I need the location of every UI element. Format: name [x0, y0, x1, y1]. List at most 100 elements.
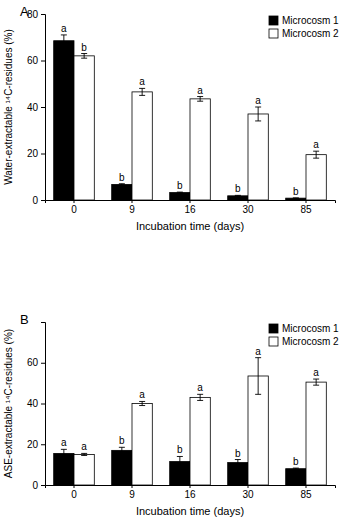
- error-bar: [119, 184, 125, 185]
- significance-letter: b: [119, 172, 125, 183]
- y-axis-title: Water-extractable ¹⁴C-residues (%): [3, 29, 14, 185]
- figure: abbbbbaaaa02040608009163085Incubation ti…: [0, 0, 341, 520]
- x-tick-mark: [74, 200, 75, 203]
- bar: [132, 92, 152, 200]
- bar: [190, 99, 210, 200]
- error-bar: [61, 449, 67, 457]
- error-bar: [293, 197, 299, 198]
- y-tick: 60: [27, 55, 45, 66]
- y-tick: 40: [27, 398, 45, 409]
- y-tick-label: 60: [27, 357, 39, 368]
- x-tick-mark: [132, 485, 133, 488]
- bar: [74, 454, 94, 485]
- bar: [190, 397, 210, 485]
- y-tick-label: 40: [27, 102, 39, 113]
- x-tick-mark: [306, 200, 307, 203]
- x-axis-title: Incubation time (days): [136, 505, 244, 517]
- x-axis-line: [46, 486, 336, 489]
- error-bars: [81, 54, 319, 159]
- significance-letter: a: [61, 437, 67, 448]
- error-bar: [119, 447, 125, 453]
- bar: [170, 193, 190, 200]
- y-axis-line: [41, 323, 46, 486]
- y-tick: 40: [27, 102, 45, 113]
- significance-letter: a: [313, 139, 319, 150]
- significance-letter: b: [177, 444, 183, 455]
- significance-letter: a: [255, 95, 261, 106]
- significance-letter: a: [197, 382, 203, 393]
- y-tick-mark: [41, 61, 45, 62]
- x-tick: 9: [129, 485, 135, 500]
- x-tick: 9: [129, 200, 135, 215]
- plot-area: [54, 358, 327, 485]
- y-axis-line: [41, 15, 46, 201]
- bar: [54, 453, 74, 485]
- panel-title: B: [20, 312, 29, 327]
- x-tick-label: 30: [242, 489, 254, 500]
- x-tick: 0: [71, 485, 77, 500]
- bar: [112, 184, 132, 200]
- x-tick-label: 16: [184, 204, 196, 215]
- legend-swatch: [269, 324, 278, 333]
- significance-letter: b: [235, 448, 241, 459]
- y-axis: 0 20 40 60: [27, 323, 46, 491]
- x-tick-label: 16: [184, 489, 196, 500]
- error-bar: [235, 460, 241, 466]
- significance-letter: b: [81, 42, 87, 53]
- significance-letter: a: [313, 367, 319, 378]
- legend-swatch: [269, 16, 278, 25]
- y-tick-mark: [41, 485, 45, 486]
- bar: [74, 56, 94, 200]
- significance-letter: a: [255, 346, 261, 357]
- legend-swatch: [269, 29, 278, 38]
- bar: [228, 196, 248, 200]
- bar: [248, 114, 268, 200]
- x-tick-mark: [190, 485, 191, 488]
- significance-letter: a: [61, 23, 67, 34]
- x-tick: 16: [184, 485, 196, 500]
- y-tick: 20: [27, 148, 45, 159]
- plot-area: [54, 35, 327, 200]
- error-bar: [61, 35, 67, 47]
- y-tick: 60: [27, 357, 45, 368]
- y-tick-mark: [41, 107, 45, 108]
- y-tick-mark: [41, 444, 45, 445]
- y-tick-mark: [41, 14, 45, 15]
- x-tick-label: 0: [71, 204, 77, 215]
- error-bar: [139, 401, 145, 405]
- y-tick-label: 0: [32, 480, 38, 491]
- y-axis: 020406080: [27, 9, 46, 206]
- y-tick-mark: [41, 154, 45, 155]
- legend-label: Microcosm 1: [282, 323, 339, 334]
- significance-letter: a: [139, 389, 145, 400]
- x-axis-line: [46, 201, 336, 204]
- bar: [306, 382, 326, 485]
- y-tick: 0: [32, 480, 45, 491]
- x-tick: 85: [300, 200, 312, 215]
- error-bar: [255, 107, 261, 121]
- y-tick-label: 20: [27, 148, 39, 159]
- error-bar: [177, 192, 183, 194]
- y-tick-label: 20: [27, 439, 39, 450]
- y-tick-label: 60: [27, 55, 39, 66]
- panel: abbbbaaaaa020406009163085Incubation time…: [3, 312, 339, 517]
- error-bars: [81, 358, 319, 456]
- legend: Microcosm 1Microcosm 2: [269, 323, 339, 347]
- y-tick: 0: [32, 195, 45, 206]
- error-bar: [255, 358, 261, 395]
- x-tick-mark: [190, 200, 191, 203]
- legend-label: Microcosm 1: [282, 15, 339, 26]
- panel-title: A: [20, 4, 29, 19]
- x-tick: 0: [71, 200, 77, 215]
- error-bar: [177, 456, 183, 466]
- x-tick: 30: [242, 485, 254, 500]
- legend: Microcosm 1Microcosm 2: [269, 15, 339, 39]
- bar: [286, 198, 306, 200]
- y-tick-label: 0: [32, 195, 38, 206]
- error-bar: [313, 151, 319, 158]
- x-tick-label: 30: [242, 204, 254, 215]
- x-tick-label: 9: [129, 489, 135, 500]
- bar: [54, 41, 74, 200]
- x-tick-mark: [248, 485, 249, 488]
- error-bar: [197, 394, 203, 400]
